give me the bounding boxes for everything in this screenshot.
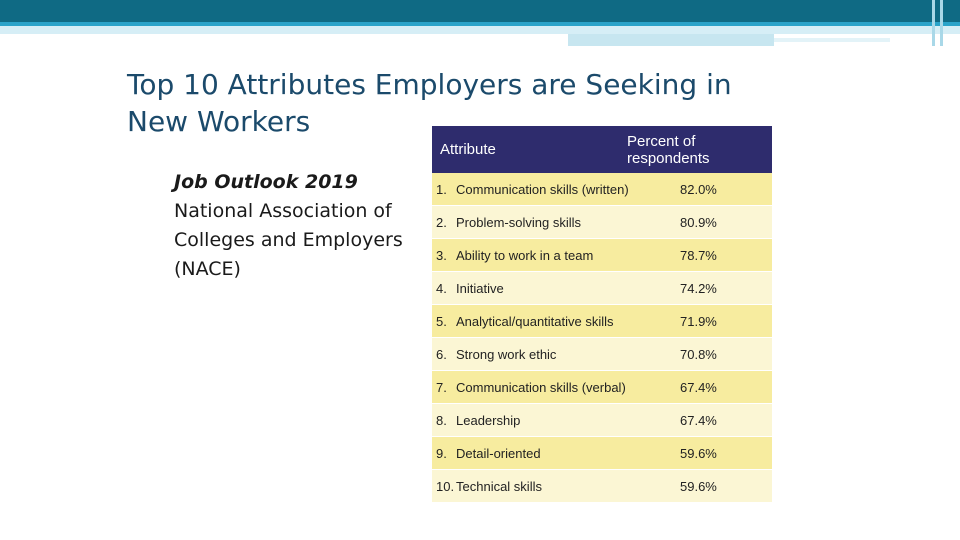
- table-row: 2. Problem-solving skills 80.9%: [432, 206, 772, 239]
- table-row: 5. Analytical/quantitative skills 71.9%: [432, 305, 772, 338]
- header-accent-stripe: [0, 22, 960, 26]
- attribute-cell: Leadership: [456, 412, 521, 428]
- header-edge-bar: [940, 0, 943, 46]
- header-attribute: Attribute: [440, 141, 496, 158]
- attributes-table: Attribute Percent of respondents 1. Commu…: [432, 126, 772, 503]
- attribute-cell: Detail-oriented: [456, 445, 541, 461]
- table-header-row: Attribute Percent of respondents: [432, 126, 772, 173]
- header-edge-bar: [932, 0, 935, 46]
- header-accent-line: [774, 38, 890, 42]
- source-organization-line: Colleges and Employers: [174, 229, 403, 251]
- attribute-cell: Technical skills: [456, 478, 542, 494]
- rank-cell: 8.: [436, 412, 447, 428]
- rank-cell: 5.: [436, 313, 447, 329]
- percent-cell: 59.6%: [680, 478, 717, 494]
- percent-cell: 67.4%: [680, 412, 717, 428]
- attribute-cell: Strong work ethic: [456, 346, 557, 362]
- percent-cell: 67.4%: [680, 379, 717, 395]
- source-organization-abbrev: (NACE): [174, 258, 241, 280]
- attribute-cell: Problem-solving skills: [456, 214, 581, 230]
- rank-cell: 4.: [436, 280, 447, 296]
- rank-cell: 9.: [436, 445, 447, 461]
- rank-cell: 3.: [436, 247, 447, 263]
- rank-cell: 6.: [436, 346, 447, 362]
- slide-title: Top 10 Attributes Employers are Seeking …: [127, 68, 732, 138]
- percent-cell: 59.6%: [680, 445, 717, 461]
- percent-cell: 78.7%: [680, 247, 717, 263]
- rank-cell: 10.: [436, 478, 455, 494]
- attribute-cell: Ability to work in a team: [456, 247, 594, 263]
- attribute-cell: Communication skills (written): [456, 181, 629, 197]
- rank-cell: 2.: [436, 214, 447, 230]
- table-row: 8. Leadership 67.4%: [432, 404, 772, 437]
- header-accent-block: [568, 34, 774, 46]
- header-percent: Percent of respondents: [627, 132, 710, 167]
- table-row: 3. Ability to work in a team 78.7%: [432, 239, 772, 272]
- table-body: 1. Communication skills (written) 82.0% 2. P…: [432, 173, 772, 503]
- table-row: 7. Communication skills (verbal) 67.4%: [432, 371, 772, 404]
- source-citation: Job Outlook 2019 National Association of…: [174, 168, 424, 284]
- table-row: 6. Strong work ethic 70.8%: [432, 338, 772, 371]
- attribute-cell: Analytical/quantitative skills: [456, 313, 614, 329]
- percent-cell: 71.9%: [680, 313, 717, 329]
- top-header-band: [0, 0, 960, 22]
- attribute-cell: Initiative: [456, 280, 504, 296]
- table-row: 9. Detail-oriented 59.6%: [432, 437, 772, 470]
- rank-cell: 7.: [436, 379, 447, 395]
- table-row: 10. Technical skills 59.6%: [432, 470, 772, 503]
- percent-cell: 80.9%: [680, 214, 717, 230]
- source-organization-line: National Association of: [174, 200, 392, 222]
- table-row: 4. Initiative 74.2%: [432, 272, 772, 305]
- percent-cell: 70.8%: [680, 346, 717, 362]
- header-light-stripe: [0, 26, 960, 34]
- attribute-cell: Communication skills (verbal): [456, 379, 626, 395]
- percent-cell: 82.0%: [680, 181, 717, 197]
- percent-cell: 74.2%: [680, 280, 717, 296]
- rank-cell: 1.: [436, 181, 447, 197]
- source-report-name: Job Outlook 2019: [174, 171, 358, 193]
- table-row: 1. Communication skills (written) 82.0%: [432, 173, 772, 206]
